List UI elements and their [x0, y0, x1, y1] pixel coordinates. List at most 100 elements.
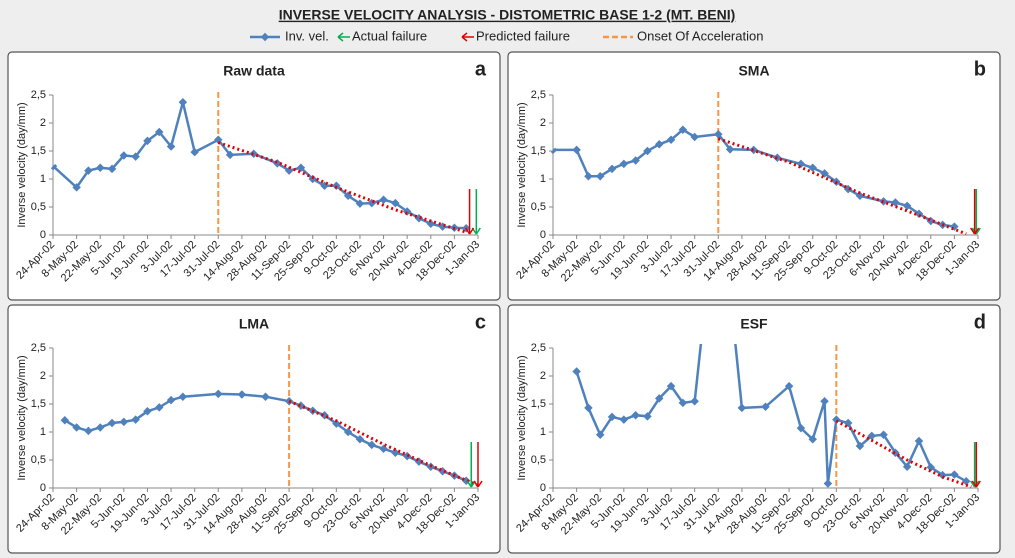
point-marker: [72, 423, 81, 432]
panel-letter: b: [974, 58, 986, 80]
panel-letter: a: [475, 58, 487, 80]
y-tick-label: 0,5: [31, 454, 46, 466]
point-marker: [343, 427, 353, 437]
point-marker: [402, 207, 412, 216]
point-marker: [426, 219, 436, 229]
point-marker: [355, 435, 365, 444]
point-marker: [607, 412, 617, 422]
point-marker: [584, 403, 593, 413]
legend-arrow-head: [461, 32, 468, 42]
trend-line: [217, 141, 467, 234]
y-tick-label: 2,5: [531, 89, 546, 101]
point-marker: [796, 423, 806, 433]
panel-frame: [507, 304, 1001, 554]
y-tick-label: 2: [540, 117, 546, 129]
panel-letter: d: [974, 311, 986, 333]
point-marker: [225, 150, 235, 160]
trend-line: [835, 419, 972, 489]
predicted-failure-arrow-head: [464, 227, 475, 235]
legend-marker: [260, 32, 270, 42]
point-marker: [820, 396, 829, 406]
point-marker: [737, 403, 747, 413]
point-marker: [214, 389, 223, 399]
point-marker: [131, 415, 140, 424]
y-tick-label: 1: [40, 173, 46, 185]
panel-frame: [7, 51, 501, 301]
point-marker: [119, 417, 129, 427]
y-tick-label: 2,5: [31, 342, 46, 354]
point-marker: [178, 392, 188, 401]
point-marker: [296, 163, 306, 173]
point-marker: [284, 166, 294, 175]
panel-title: ESF: [740, 316, 768, 332]
point-marker: [379, 195, 388, 204]
point-marker: [855, 441, 865, 451]
panel: SMA b Inverse velocity (day/mm) 0 0,5 1 1,5 2 2,…: [507, 51, 1001, 301]
predicted-failure-arrow-head: [970, 227, 980, 235]
point-marker: [273, 159, 282, 168]
panel: Raw data a Inverse velocity (day/mm) 0 0,5 1 1…: [7, 51, 501, 301]
panel-title: Raw data: [223, 63, 285, 79]
point-marker: [84, 166, 93, 175]
point-marker: [655, 394, 664, 403]
y-tick-label: 0: [40, 482, 46, 494]
point-marker: [367, 440, 376, 450]
panel: LMA c Inverse velocity (day/mm) 0 0,5 1 1,5 2 2,…: [7, 304, 501, 554]
point-marker: [595, 430, 605, 440]
y-tick-label: 2,5: [31, 89, 46, 101]
point-marker: [190, 147, 199, 157]
panel-title: SMA: [738, 63, 769, 79]
point-marker: [95, 163, 105, 173]
point-marker: [950, 470, 959, 479]
y-axis-label: Inverse velocity (day/mm): [516, 102, 528, 227]
y-tick-label: 2: [40, 370, 46, 382]
point-marker: [690, 396, 699, 406]
point-marker: [879, 430, 888, 440]
point-marker: [914, 436, 924, 446]
point-marker: [166, 395, 176, 405]
point-marker: [666, 381, 676, 391]
point-marker: [678, 398, 688, 408]
point-marker: [391, 198, 400, 208]
y-tick-label: 1: [540, 426, 546, 438]
point-marker: [823, 479, 833, 488]
y-axis-label: Inverse velocity (day/mm): [16, 102, 28, 227]
point-marker: [902, 462, 912, 471]
legend-label: Actual failure: [352, 28, 427, 43]
point-marker: [391, 448, 400, 457]
point-marker: [143, 407, 152, 416]
point-marker: [308, 174, 317, 184]
y-tick-label: 2: [540, 370, 546, 382]
point-marker: [938, 470, 947, 480]
y-tick-label: 0,5: [31, 201, 46, 213]
point-marker: [107, 418, 117, 428]
point-marker: [631, 410, 640, 420]
point-marker: [926, 463, 936, 472]
y-tick-label: 2: [40, 117, 46, 129]
point-marker: [95, 423, 105, 432]
point-marker: [143, 136, 152, 146]
point-marker: [261, 392, 270, 401]
panel-letter: c: [475, 311, 486, 333]
point-marker: [784, 381, 794, 391]
point-marker: [166, 142, 176, 151]
predicted-failure-arrow-head: [971, 480, 981, 488]
point-marker: [355, 199, 365, 208]
point-marker: [155, 127, 164, 137]
point-marker: [332, 181, 341, 190]
figure-title: INVERSE VELOCITY ANALYSIS - DISTOMETRIC …: [279, 7, 736, 23]
point-marker: [178, 98, 188, 107]
trend-line: [717, 137, 967, 236]
y-tick-label: 1: [40, 426, 46, 438]
panel-frame: [7, 304, 501, 554]
y-tick-label: 0,5: [531, 201, 546, 213]
y-axis-label: Inverse velocity (day/mm): [516, 355, 528, 480]
legend-label: Inv. vel.: [285, 28, 329, 43]
point-marker: [867, 431, 876, 441]
point-marker: [643, 412, 652, 421]
predicted-failure-arrow-head: [473, 480, 483, 488]
panel-title: LMA: [239, 316, 269, 332]
point-marker: [107, 164, 117, 174]
point-marker: [131, 152, 140, 161]
